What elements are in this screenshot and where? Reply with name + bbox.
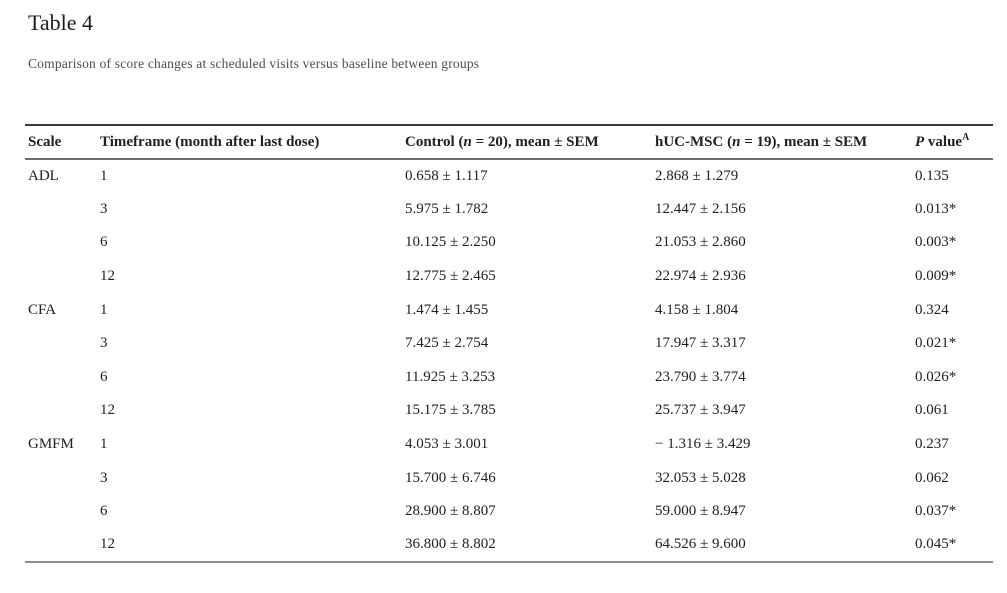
table-row: 6 10.125 ± 2.250 21.053 ± 2.860 0.003* — [25, 226, 993, 260]
table-body: ADL 1 0.658 ± 1.117 2.868 ± 1.279 0.135 3 5.97… — [25, 159, 993, 562]
scale-cell — [25, 495, 97, 529]
column-header-pvalue-footnote-marker: A — [962, 131, 970, 143]
hucmsc-cell: 59.000 ± 8.947 — [655, 503, 746, 520]
table-caption: Comparison of score changes at scheduled… — [28, 56, 480, 71]
scale-cell — [25, 529, 97, 563]
table-row: 6 11.925 ± 3.253 23.790 ± 3.774 0.026* — [25, 361, 993, 395]
column-header-scale-label: Scale — [28, 133, 62, 150]
control-cell: 1.474 ± 1.455 — [405, 301, 489, 318]
timeframe-cell: 12 — [100, 268, 115, 285]
column-header-control-pre: Control ( — [405, 133, 464, 150]
column-header-hucmsc: hUC-MSC (n = 19), mean ± SEM — [652, 125, 912, 160]
column-header-scale: Scale — [25, 125, 97, 160]
column-header-control-n: n — [463, 133, 472, 150]
table-row: 3 15.700 ± 6.746 32.053 ± 5.028 0.062 — [25, 461, 993, 495]
column-header-hucmsc-pre: hUC-MSC ( — [655, 133, 733, 150]
control-cell: 11.925 ± 3.253 — [405, 368, 496, 385]
column-header-hucmsc-n: n — [732, 133, 741, 150]
table-row: GMFM 1 4.053 ± 3.001 − 1.316 ± 3.429 0.237 — [25, 428, 993, 462]
control-cell: 15.175 ± 3.785 — [405, 402, 496, 419]
timeframe-cell: 3 — [100, 469, 108, 486]
timeframe-cell: 6 — [100, 503, 108, 520]
timeframe-cell: 12 — [100, 402, 115, 419]
control-cell: 7.425 ± 2.754 — [405, 335, 489, 352]
timeframe-cell: 6 — [100, 234, 108, 251]
timeframe-cell: 1 — [100, 301, 108, 318]
table-row: CFA 1 1.474 ± 1.455 4.158 ± 1.804 0.324 — [25, 293, 993, 327]
control-cell: 10.125 ± 2.250 — [405, 234, 496, 251]
scale-cell: GMFM — [28, 436, 74, 453]
scale-cell — [25, 193, 97, 227]
pvalue-cell: 0.037* — [915, 503, 957, 520]
hucmsc-cell: 25.737 ± 3.947 — [655, 402, 746, 419]
pvalue-cell: 0.026* — [915, 368, 957, 385]
hucmsc-cell: 21.053 ± 2.860 — [655, 234, 746, 251]
column-header-control: Control (n = 20), mean ± SEM — [402, 125, 652, 160]
table-header-row: Scale Timeframe (month after last dose) … — [25, 125, 993, 160]
table-row: 12 15.175 ± 3.785 25.737 ± 3.947 0.061 — [25, 394, 993, 428]
control-cell: 15.700 ± 6.746 — [405, 469, 496, 486]
hucmsc-cell: 23.790 ± 3.774 — [655, 368, 746, 385]
timeframe-cell: 1 — [100, 436, 108, 453]
pvalue-cell: 0.061 — [915, 402, 949, 419]
article-page: Table 4 Comparison of score changes at s… — [0, 9, 1007, 564]
scale-cell — [25, 260, 97, 294]
pvalue-cell: 0.003* — [915, 234, 957, 251]
scale-cell: ADL — [28, 167, 59, 184]
timeframe-cell: 3 — [100, 200, 108, 217]
timeframe-cell: 1 — [100, 167, 108, 184]
pvalue-cell: 0.237 — [915, 436, 949, 453]
hucmsc-cell: 64.526 ± 9.600 — [655, 536, 746, 553]
table-row: 3 7.425 ± 2.754 17.947 ± 3.317 0.021* — [25, 327, 993, 361]
hucmsc-cell: 17.947 ± 3.317 — [655, 335, 746, 352]
control-cell: 0.658 ± 1.117 — [405, 167, 488, 184]
pvalue-cell: 0.062 — [915, 469, 949, 486]
table-row: 6 28.900 ± 8.807 59.000 ± 8.947 0.037* — [25, 495, 993, 529]
timeframe-cell: 6 — [100, 368, 108, 385]
hucmsc-cell: 12.447 ± 2.156 — [655, 200, 746, 217]
pvalue-cell: 0.013* — [915, 200, 957, 217]
pvalue-cell: 0.009* — [915, 268, 957, 285]
control-cell: 36.800 ± 8.802 — [405, 536, 496, 553]
table-row: ADL 1 0.658 ± 1.117 2.868 ± 1.279 0.135 — [25, 159, 993, 193]
scale-cell — [25, 394, 97, 428]
control-cell: 4.053 ± 3.001 — [405, 436, 489, 453]
pvalue-cell: 0.045* — [915, 536, 957, 553]
pvalue-cell: 0.135 — [915, 167, 949, 184]
control-cell: 28.900 ± 8.807 — [405, 503, 496, 520]
control-cell: 5.975 ± 1.782 — [405, 200, 489, 217]
hucmsc-cell: 32.053 ± 5.028 — [655, 469, 746, 486]
scale-cell — [25, 461, 97, 495]
column-header-control-post: = 20), mean ± SEM — [471, 133, 599, 150]
scale-cell — [25, 327, 97, 361]
pvalue-cell: 0.324 — [915, 301, 949, 318]
page-title: Table 4 — [28, 10, 94, 35]
scale-cell — [25, 361, 97, 395]
table-row: 3 5.975 ± 1.782 12.447 ± 2.156 0.013* — [25, 193, 993, 227]
hucmsc-cell: − 1.316 ± 3.429 — [655, 436, 751, 453]
hucmsc-cell: 4.158 ± 1.804 — [655, 301, 739, 318]
column-header-pvalue-post: value — [924, 133, 963, 150]
hucmsc-cell: 2.868 ± 1.279 — [655, 167, 739, 184]
scale-cell: CFA — [28, 301, 57, 318]
column-header-hucmsc-post: = 19), mean ± SEM — [740, 133, 868, 150]
column-header-pvalue-p: P — [915, 133, 925, 150]
comparison-table: Scale Timeframe (month after last dose) … — [25, 124, 993, 564]
timeframe-cell: 3 — [100, 335, 108, 352]
table-row: 12 36.800 ± 8.802 64.526 ± 9.600 0.045* — [25, 529, 993, 563]
column-header-timeframe: Timeframe (month after last dose) — [97, 125, 402, 160]
hucmsc-cell: 22.974 ± 2.936 — [655, 268, 746, 285]
control-cell: 12.775 ± 2.465 — [405, 268, 496, 285]
column-header-pvalue: P valueA — [912, 125, 993, 160]
table-row: 12 12.775 ± 2.465 22.974 ± 2.936 0.009* — [25, 260, 993, 294]
pvalue-cell: 0.021* — [915, 335, 957, 352]
timeframe-cell: 12 — [100, 536, 115, 553]
column-header-timeframe-label: Timeframe (month after last dose) — [100, 133, 320, 150]
scale-cell — [25, 226, 97, 260]
